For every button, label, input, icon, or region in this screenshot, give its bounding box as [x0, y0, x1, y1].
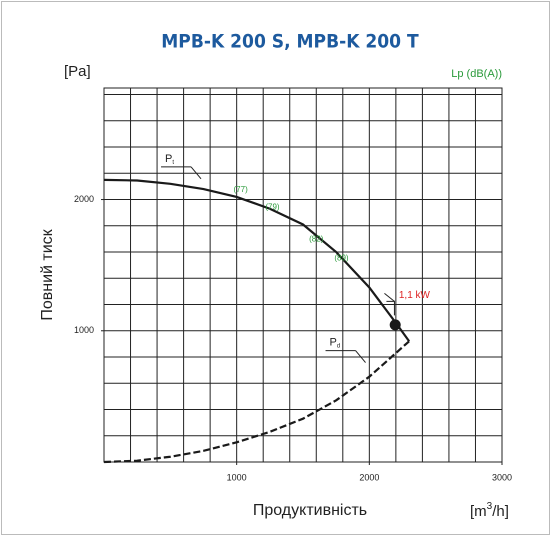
power-arrow [384, 292, 395, 302]
noise-label: (89) [334, 254, 349, 263]
noise-label: (82) [309, 235, 324, 244]
x-unit-sup: 3 [487, 501, 493, 512]
y-tick-label: 2000 [74, 194, 94, 204]
x-unit-part: [m [470, 503, 487, 520]
leader [355, 350, 366, 363]
series-line [103, 340, 410, 464]
series-label-sub: t [172, 159, 174, 165]
x-unit: [m3/h] [470, 501, 509, 520]
series-label-main: P [330, 336, 337, 348]
x-axis-label: Продуктивність [253, 502, 367, 519]
y-tick-label: 1000 [74, 325, 94, 335]
noise-unit: Lp (dB(A)) [451, 68, 502, 80]
x-unit-part: /h] [492, 503, 509, 520]
x-tick-label: 3000 [492, 472, 512, 482]
series-line [103, 178, 411, 342]
power-label: 1,1 kW [399, 290, 431, 301]
y-unit: [Pa] [64, 63, 91, 80]
plot-area [103, 87, 503, 463]
x-tick-label: 1000 [227, 472, 247, 482]
leader [190, 166, 202, 180]
series-label: Pt [165, 153, 174, 166]
series-label-main: P [165, 153, 172, 165]
noise-label: (79) [265, 203, 280, 212]
series-label-sub: d [337, 343, 340, 349]
chart-title: MPB-K 200 S, MPB-K 200 T [161, 31, 419, 53]
operating-point [389, 319, 401, 331]
series-label: Pd [330, 336, 341, 349]
noise-label: (77) [234, 185, 249, 194]
y-axis-label: Повний тиск [39, 228, 56, 320]
x-tick-label: 2000 [359, 472, 379, 482]
